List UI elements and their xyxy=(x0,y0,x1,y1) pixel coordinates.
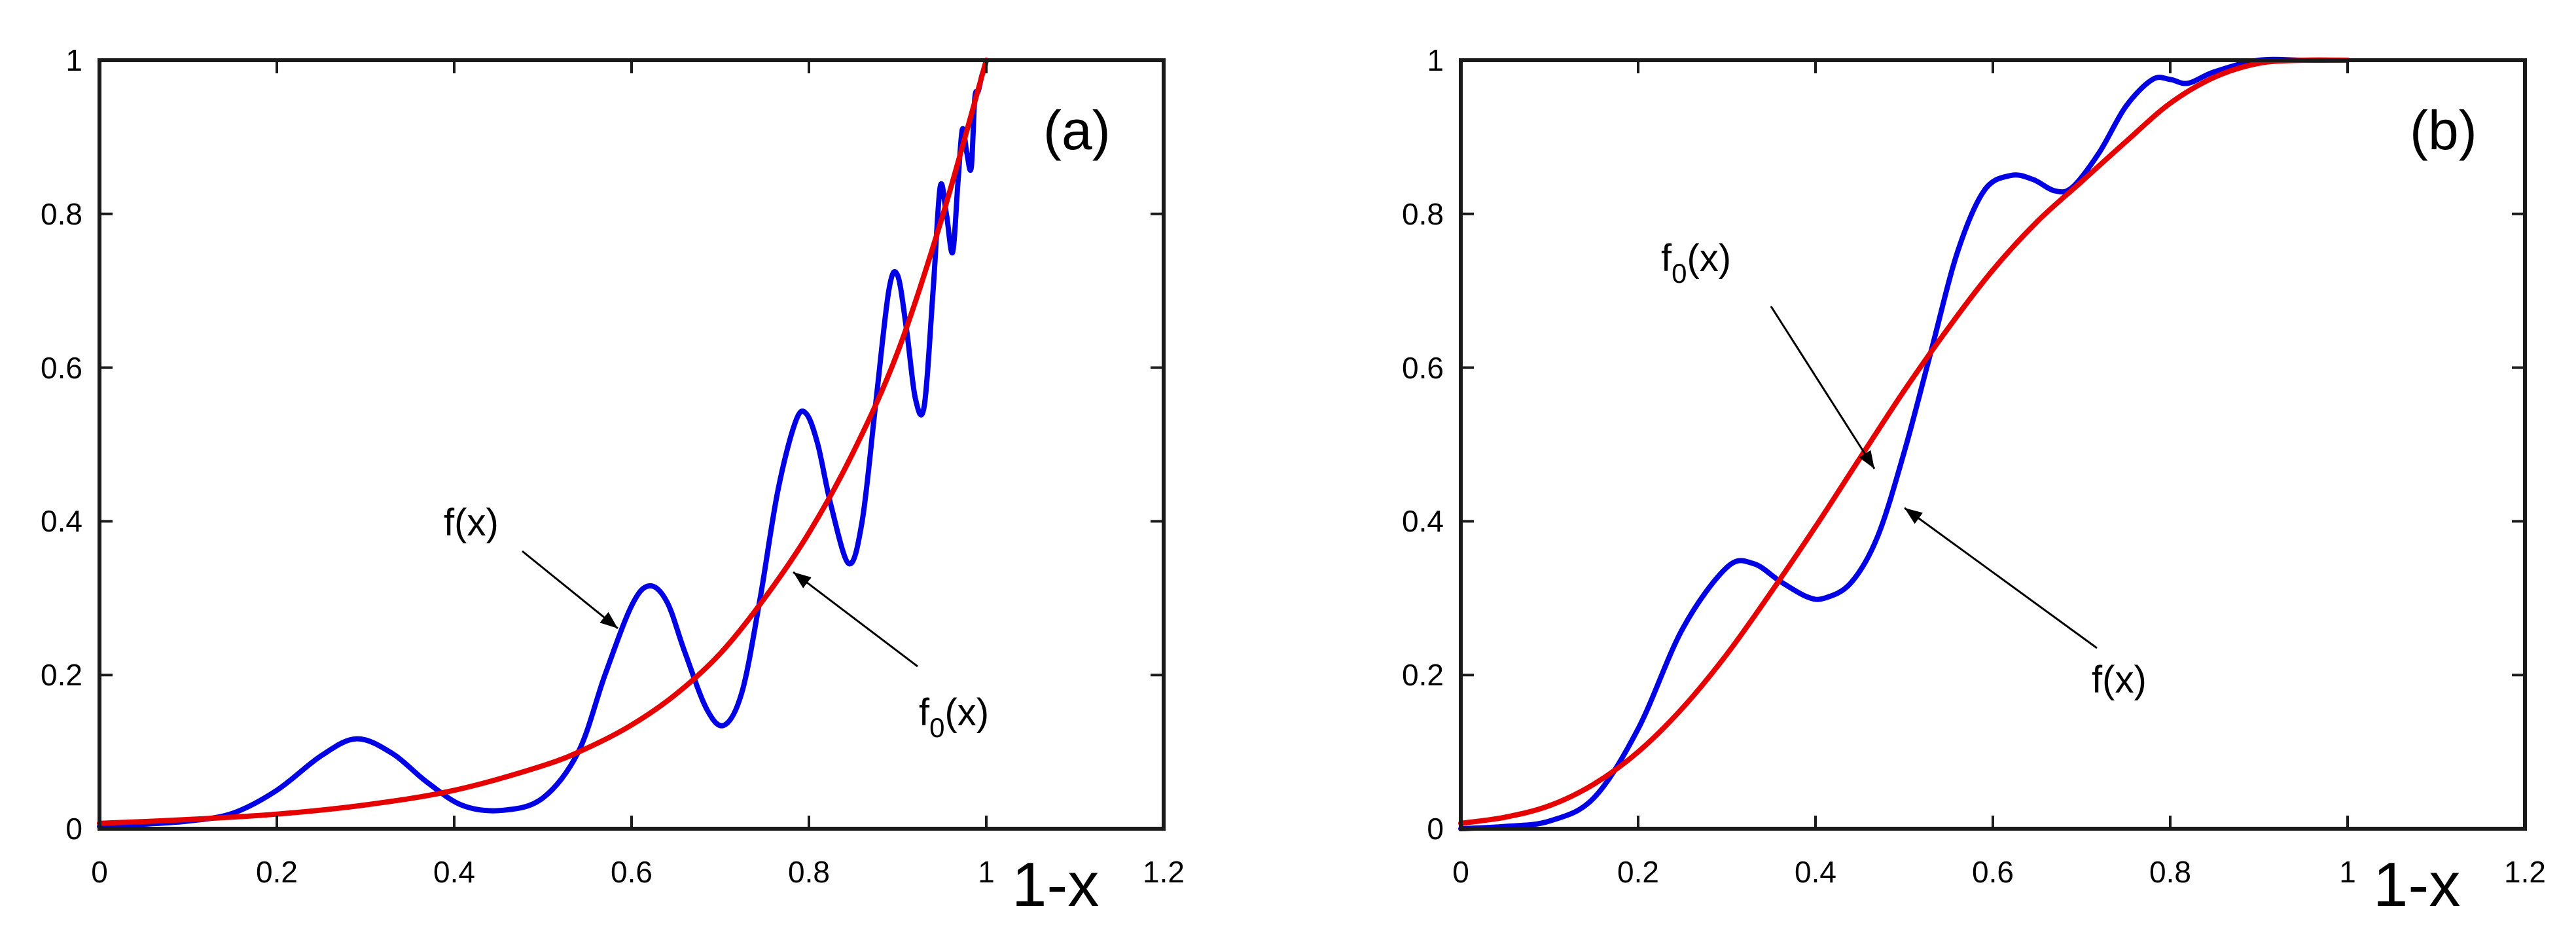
panel-b-annot-f0-base: f xyxy=(1661,237,1672,280)
panel-a-ytick-label: 0.6 xyxy=(41,351,82,385)
panel-a-arrow-f0 xyxy=(793,571,918,668)
panel-b-xtick-label: 1 xyxy=(2339,855,2356,889)
panel-a-annot-f0-base: f xyxy=(919,691,930,734)
panel-a-annotation-f: f(x) xyxy=(444,501,618,630)
panel-a-xtick-label: 1.2 xyxy=(1143,855,1185,889)
panel-b-annotation-f: f(x) xyxy=(1904,507,2147,701)
panel-a: 0 0.2 0.4 0.6 0.8 1 1.2 0 0.2 0.4 0.6 0.… xyxy=(41,43,1185,920)
panel-a-annot-f-arg: (x) xyxy=(454,501,499,544)
panel-b-xtick-label: 1.2 xyxy=(2504,855,2546,889)
panel-a-xtick-label: 0.8 xyxy=(788,855,830,889)
panel-b-arrow-f xyxy=(1904,507,2098,649)
panel-a-series-line-f xyxy=(97,58,989,829)
panel-a-xtick-label: 1 xyxy=(978,855,995,889)
panel-a-annot-f-base: f xyxy=(444,501,455,544)
panel-b-ytick-label: 0 xyxy=(1427,812,1444,846)
panel-a-ytick-label: 0.2 xyxy=(41,658,82,692)
panel-a-ytick-label: 0.8 xyxy=(41,197,82,231)
panel-a-xtick-label: 0 xyxy=(91,855,108,889)
panel-a-series-line-f0 xyxy=(97,58,989,826)
panel-b-ticks xyxy=(1459,59,2526,830)
panel-b-annot-f0-sub: 0 xyxy=(1672,258,1687,289)
panel-a-annot-f0-sub: 0 xyxy=(929,712,944,743)
panel-a-xlabel: 1-x xyxy=(1012,850,1099,920)
panel-b-ytick-label: 1 xyxy=(1427,43,1444,77)
panel-a-xtick-label: 0.4 xyxy=(433,855,475,889)
panel-b-arrow-f0 xyxy=(1770,306,1876,469)
panel-b-series xyxy=(1458,56,2350,831)
panel-a-label: (a) xyxy=(1043,99,1111,161)
panel-a-arrow-f xyxy=(522,550,618,630)
panel-b-ytick-label: 0.4 xyxy=(1402,504,1444,538)
panel-b-series-line-f0 xyxy=(1458,57,2350,826)
panel-b-ytick-label: 0.8 xyxy=(1402,197,1444,231)
panel-a-ytick-label: 1 xyxy=(65,43,82,77)
panel-b-label: (b) xyxy=(2410,99,2477,161)
panel-a-axes-frame xyxy=(98,58,1166,831)
panel-b-xtick-label: 0 xyxy=(1452,855,1469,889)
svg-text:f(x): f(x) xyxy=(444,501,499,544)
panel-b-xtick-label: 0.2 xyxy=(1617,855,1659,889)
panel-b-ytick-label: 0.2 xyxy=(1402,658,1444,692)
panel-b-ytick-label: 0.6 xyxy=(1402,351,1444,385)
panel-b-xtick-label: 0.4 xyxy=(1795,855,1836,889)
panel-a-annotation-f0: f0(x) xyxy=(793,571,989,743)
panel-b-annot-f0-arg: (x) xyxy=(1687,237,1731,280)
panel-b-annotation-f0: f0(x) xyxy=(1661,237,1876,469)
svg-text:f0(x): f0(x) xyxy=(1661,237,1731,289)
panel-a-annot-f0-arg: (x) xyxy=(944,691,989,734)
panel-a-series xyxy=(97,58,989,829)
svg-text:f(x): f(x) xyxy=(2092,659,2147,701)
panel-b-annot-f-base: f xyxy=(2092,659,2103,701)
panel-b-xlabel: 1-x xyxy=(2373,850,2460,920)
svg-text:f0(x): f0(x) xyxy=(919,691,989,743)
panel-b-xtick-label: 0.6 xyxy=(1972,855,2014,889)
panel-a-xtick-label: 0.6 xyxy=(611,855,653,889)
panel-b-axes-frame xyxy=(1459,58,2527,831)
panel-b-xtick-label: 0.8 xyxy=(2149,855,2191,889)
panel-a-ytick-label: 0 xyxy=(65,812,82,846)
panel-b-annot-f-arg: (x) xyxy=(2102,659,2147,701)
panel-a-ticks xyxy=(98,59,1165,830)
panel-b: 0 0.2 0.4 0.6 0.8 1 1.2 0 0.2 0.4 0.6 0.… xyxy=(1402,43,2546,920)
panel-a-xtick-label: 0.2 xyxy=(256,855,298,889)
panel-a-ytick-label: 0.4 xyxy=(41,504,82,538)
panel-b-series-line-f xyxy=(1458,56,2350,831)
